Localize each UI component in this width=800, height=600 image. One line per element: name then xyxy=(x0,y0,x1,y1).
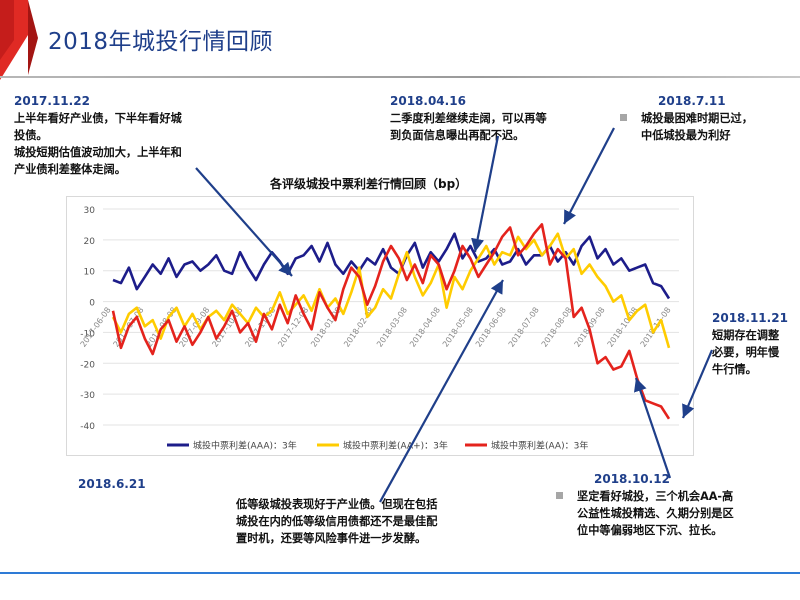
y-tick-label: 10 xyxy=(84,268,96,278)
x-tick-label: 2017-06-08 xyxy=(79,306,113,349)
annotation-line: 城投短期估值波动加大，上半年和 xyxy=(14,146,182,159)
annotation-low-grade: 低等级城投表现好于产业债。但现在包括 城投在内的低等级信用债都还不是最佳配 置时… xyxy=(236,496,437,547)
x-tick-label: 2018-04-08 xyxy=(408,306,442,349)
annotation-line: 产业债利差整体走阔。 xyxy=(14,163,126,176)
annotation-line: 低等级城投表现好于产业债。但现在包括 xyxy=(236,498,438,511)
title-divider xyxy=(0,76,800,78)
annotation-line: 上半年看好产业债，下半年看好城 xyxy=(14,112,182,125)
y-tick-label: 0 xyxy=(89,299,95,309)
annotation-2018-04-16: 2018.04.16 二季度利差继续走阔，可以再等 到负面信息曝出再配不迟。 xyxy=(390,93,547,144)
annotation-line: 短期存在调整 xyxy=(712,329,780,342)
annotation-line: 城投最困难时期已过， xyxy=(641,112,753,125)
chart-title: 各评级城投中票利差行情回顾（bp） xyxy=(270,177,468,191)
annotation-2018-07-11: 2018.7.11 城投最困难时期已过， 中低城投最为利好 xyxy=(620,93,753,144)
series-line-0 xyxy=(112,232,671,300)
y-tick-label: 30 xyxy=(84,206,96,216)
annotation-date: 2017.11.22 xyxy=(14,94,90,108)
annotation-line: 城投在内的低等级信用债都还不是最佳配 xyxy=(236,515,438,528)
legend-label: 城投中票利差(AAA)：3年 xyxy=(193,440,297,452)
title-bar: 2018年城投行情回顾 xyxy=(0,0,800,80)
x-tick-label: 2018-06-08 xyxy=(474,306,508,349)
x-tick-label: 2018-05-08 xyxy=(441,306,475,349)
annotation-date: 2018.7.11 xyxy=(658,94,726,108)
footer-divider xyxy=(0,572,800,574)
annotation-line: 牛行情。 xyxy=(712,363,757,376)
annotation-2018-10-12: 2018.10.12 坚定看好城投，三个机会AA-高 公益性城投精选、久期分别是… xyxy=(556,471,734,539)
annotation-date: 2018.10.12 xyxy=(594,472,670,486)
y-tick-label: -10 xyxy=(80,329,95,339)
page-title: 2018年城投行情回顾 xyxy=(48,29,274,55)
series-line-2 xyxy=(111,223,671,420)
bullet-icon xyxy=(620,114,627,121)
x-tick-label: 2018-07-08 xyxy=(507,306,541,349)
annotation-line: 投债。 xyxy=(14,129,48,142)
x-tick-label: 2017-12-08 xyxy=(276,306,310,349)
annotation-line: 坚定看好城投，三个机会AA-高 xyxy=(577,490,734,503)
annotation-date: 2018.11.21 xyxy=(712,311,788,325)
x-tick-label: 2018-08-08 xyxy=(540,306,574,349)
annotation-line: 到负面信息曝出再配不迟。 xyxy=(390,129,525,142)
annotation-line: 置时机，还要等风险事件进一步发酵。 xyxy=(236,532,427,545)
annotation-line: 公益性城投精选、久期分别是区 xyxy=(577,507,734,520)
y-tick-label: -20 xyxy=(80,360,95,370)
annotation-line: 中低城投最为利好 xyxy=(641,129,731,142)
y-tick-label: -40 xyxy=(80,422,95,432)
annotation-line: 位中等偏弱地区下沉、拉长。 xyxy=(577,524,723,537)
bullet-icon xyxy=(556,492,563,499)
annotation-line: 必要，明年慢 xyxy=(712,346,780,359)
red-chevron-icon xyxy=(0,0,38,80)
annotation-2017-11-22: 2017.11.22 上半年看好产业债，下半年看好城 投债。 城投短期估值波动加… xyxy=(14,93,182,178)
spread-chart: 3020100-10-20-30-402017-06-082017-07-082… xyxy=(79,206,679,452)
annotation-line: 二季度利差继续走阔，可以再等 xyxy=(390,112,547,125)
annotation-date: 2018.04.16 xyxy=(390,94,466,108)
annotation-date: 2018.6.21 xyxy=(78,477,146,491)
legend-label: 城投中票利差(AA+)：3年 xyxy=(343,440,448,452)
chart-frame: 30 20 10 0 -10 -20 -30 -40 2017-06-08 2017-07-08 2… xyxy=(66,196,694,456)
annotation-2018-11-21: 2018.11.21 短期存在调整 必要，明年慢 牛行情。 xyxy=(712,310,788,378)
legend-label: 城投中票利差(AA)：3年 xyxy=(491,440,588,452)
annotation-2018-06-21: 2018.6.21 xyxy=(78,476,146,493)
x-tick-label: 2018-03-08 xyxy=(375,306,409,349)
y-tick-label: -30 xyxy=(80,391,95,401)
y-tick-label: 20 xyxy=(84,237,96,247)
